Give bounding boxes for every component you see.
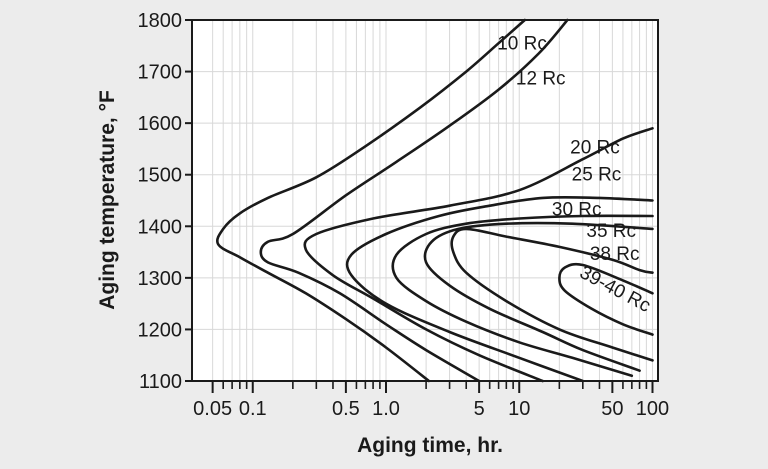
contour-20-rc [303, 127, 654, 383]
axis-ticks: 1100 1200 1300 1400 1500 1600 1700 1800 0.05 0.1 0… [138, 10, 670, 420]
y-tick-label: 1200 [138, 319, 183, 341]
x-tick-label: 100 [636, 398, 669, 420]
contour-10-rc [215, 18, 527, 383]
contour-38-rc [450, 227, 654, 362]
y-tick-label: 1800 [138, 10, 183, 32]
y-tick-label: 1300 [138, 268, 183, 290]
y-tick-label: 1400 [138, 216, 183, 238]
y-tick-label: 1500 [138, 165, 183, 187]
contour-25-rc [345, 195, 654, 383]
y-tick-label: 1600 [138, 113, 183, 135]
contour-label-30-rc: 30 Rc [552, 199, 602, 220]
x-axis-title: Aging time, hr. [357, 434, 503, 457]
plot-frame [191, 19, 659, 382]
contour-label-10-rc: 10 Rc [497, 33, 547, 54]
y-tick-label: 1700 [138, 62, 183, 84]
x-tick-label: 5 [474, 398, 485, 420]
x-tick-label: 50 [601, 398, 623, 420]
contour-39-40-rc [558, 262, 654, 336]
contour-30-rc [391, 214, 654, 378]
contour-label-35-rc: 35 Rc [586, 221, 636, 242]
contour-curves [215, 18, 654, 383]
x-tick-label: 0.5 [332, 398, 360, 420]
contour-label-20-rc: 20 Rc [570, 138, 620, 159]
y-tick-label: 1100 [139, 371, 182, 393]
contour-label-38-rc: 38 Rc [590, 244, 640, 265]
x-tick-label: 0.05 [193, 398, 232, 420]
x-tick-label: 10 [508, 398, 530, 420]
contour-label-12-rc: 12 Rc [516, 68, 566, 89]
x-tick-label: 0.1 [239, 398, 267, 420]
contour-35-rc [423, 221, 654, 372]
contour-label-25-rc: 25 Rc [572, 164, 622, 185]
y-axis-title: Aging temperature, °F [96, 90, 119, 310]
contour-12-rc [259, 18, 569, 383]
x-tick-label: 1.0 [372, 398, 400, 420]
